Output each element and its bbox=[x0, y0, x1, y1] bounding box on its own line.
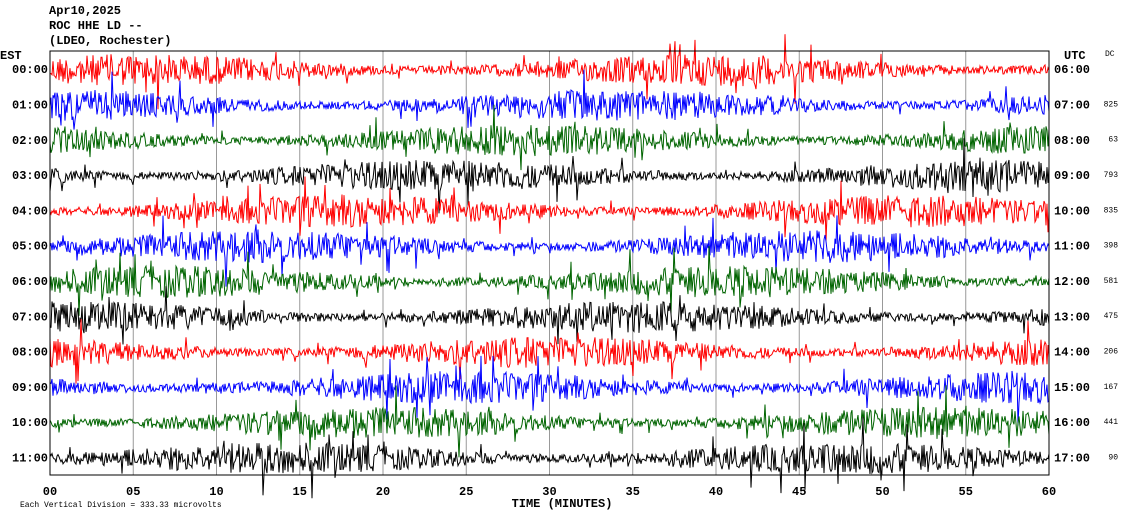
dc-value: 206 bbox=[1104, 348, 1119, 357]
x-tick-label: 30 bbox=[542, 485, 556, 499]
est-label: 10:00 bbox=[12, 416, 48, 430]
dc-value: 825 bbox=[1104, 100, 1119, 109]
utc-label: 14:00 bbox=[1054, 346, 1090, 360]
utc-label: 07:00 bbox=[1054, 98, 1090, 112]
est-label: 11:00 bbox=[12, 451, 48, 465]
x-tick-label: 55 bbox=[959, 485, 973, 499]
trace bbox=[49, 286, 1050, 345]
trace bbox=[49, 69, 1050, 130]
trace bbox=[49, 385, 1050, 458]
utc-label: 11:00 bbox=[1054, 240, 1090, 254]
x-tick-label: 10 bbox=[209, 485, 223, 499]
utc-label: 08:00 bbox=[1054, 134, 1090, 148]
trace bbox=[49, 34, 1050, 110]
x-tick-label: 35 bbox=[626, 485, 640, 499]
utc-title: UTC bbox=[1064, 49, 1086, 63]
trace bbox=[49, 176, 1050, 241]
dc-value: 90 bbox=[1108, 453, 1118, 462]
utc-label: 12:00 bbox=[1054, 275, 1090, 289]
trace bbox=[49, 355, 1050, 426]
dc-value: 441 bbox=[1104, 418, 1119, 427]
est-title: EST bbox=[0, 49, 22, 63]
trace bbox=[49, 215, 1050, 287]
x-tick-label: 05 bbox=[126, 485, 140, 499]
utc-label: 10:00 bbox=[1054, 204, 1090, 218]
dc-title: DC bbox=[1105, 50, 1115, 59]
x-axis-title: TIME (MINUTES) bbox=[512, 497, 613, 511]
x-tick-label: 15 bbox=[293, 485, 307, 499]
trace bbox=[49, 138, 1050, 214]
station: ROC HHE LD -- bbox=[49, 19, 143, 33]
date: Apr10,2025 bbox=[49, 4, 121, 18]
est-label: 03:00 bbox=[12, 169, 48, 183]
x-tick-label: 50 bbox=[875, 485, 889, 499]
est-label: 00:00 bbox=[12, 63, 48, 77]
x-tick-label: 00 bbox=[43, 485, 57, 499]
est-label: 09:00 bbox=[12, 381, 48, 395]
plot-frame bbox=[49, 50, 1050, 476]
x-tick-label: 60 bbox=[1042, 485, 1056, 499]
dc-value: 835 bbox=[1104, 206, 1119, 215]
dc-value: 398 bbox=[1104, 242, 1119, 251]
est-label: 07:00 bbox=[12, 310, 48, 324]
est-label: 02:00 bbox=[12, 134, 48, 148]
utc-label: 16:00 bbox=[1054, 416, 1090, 430]
est-label: 05:00 bbox=[12, 240, 48, 254]
est-label: 06:00 bbox=[12, 275, 48, 289]
x-tick-label: 45 bbox=[792, 485, 806, 499]
est-label: 01:00 bbox=[12, 98, 48, 112]
est-label: 04:00 bbox=[12, 204, 48, 218]
network: (LDEO, Rochester) bbox=[49, 34, 171, 48]
trace bbox=[49, 245, 1050, 316]
utc-label: 06:00 bbox=[1054, 63, 1090, 77]
trace bbox=[49, 416, 1050, 499]
dc-value: 581 bbox=[1104, 277, 1119, 286]
dc-value: 63 bbox=[1108, 136, 1118, 145]
utc-label: 17:00 bbox=[1054, 451, 1090, 465]
dc-value: 475 bbox=[1104, 312, 1119, 321]
dc-value: 793 bbox=[1104, 171, 1119, 180]
est-label: 08:00 bbox=[12, 346, 48, 360]
trace bbox=[49, 319, 1050, 384]
x-tick-label: 20 bbox=[376, 485, 390, 499]
dc-value: 167 bbox=[1104, 383, 1119, 392]
x-tick-label: 40 bbox=[709, 485, 723, 499]
utc-label: 09:00 bbox=[1054, 169, 1090, 183]
footer: Each Vertical Division = 333.33 microvol… bbox=[20, 501, 222, 510]
traces bbox=[49, 34, 1050, 499]
utc-label: 13:00 bbox=[1054, 310, 1090, 324]
trace bbox=[49, 104, 1050, 171]
x-tick-label: 25 bbox=[459, 485, 473, 499]
utc-label: 15:00 bbox=[1054, 381, 1090, 395]
